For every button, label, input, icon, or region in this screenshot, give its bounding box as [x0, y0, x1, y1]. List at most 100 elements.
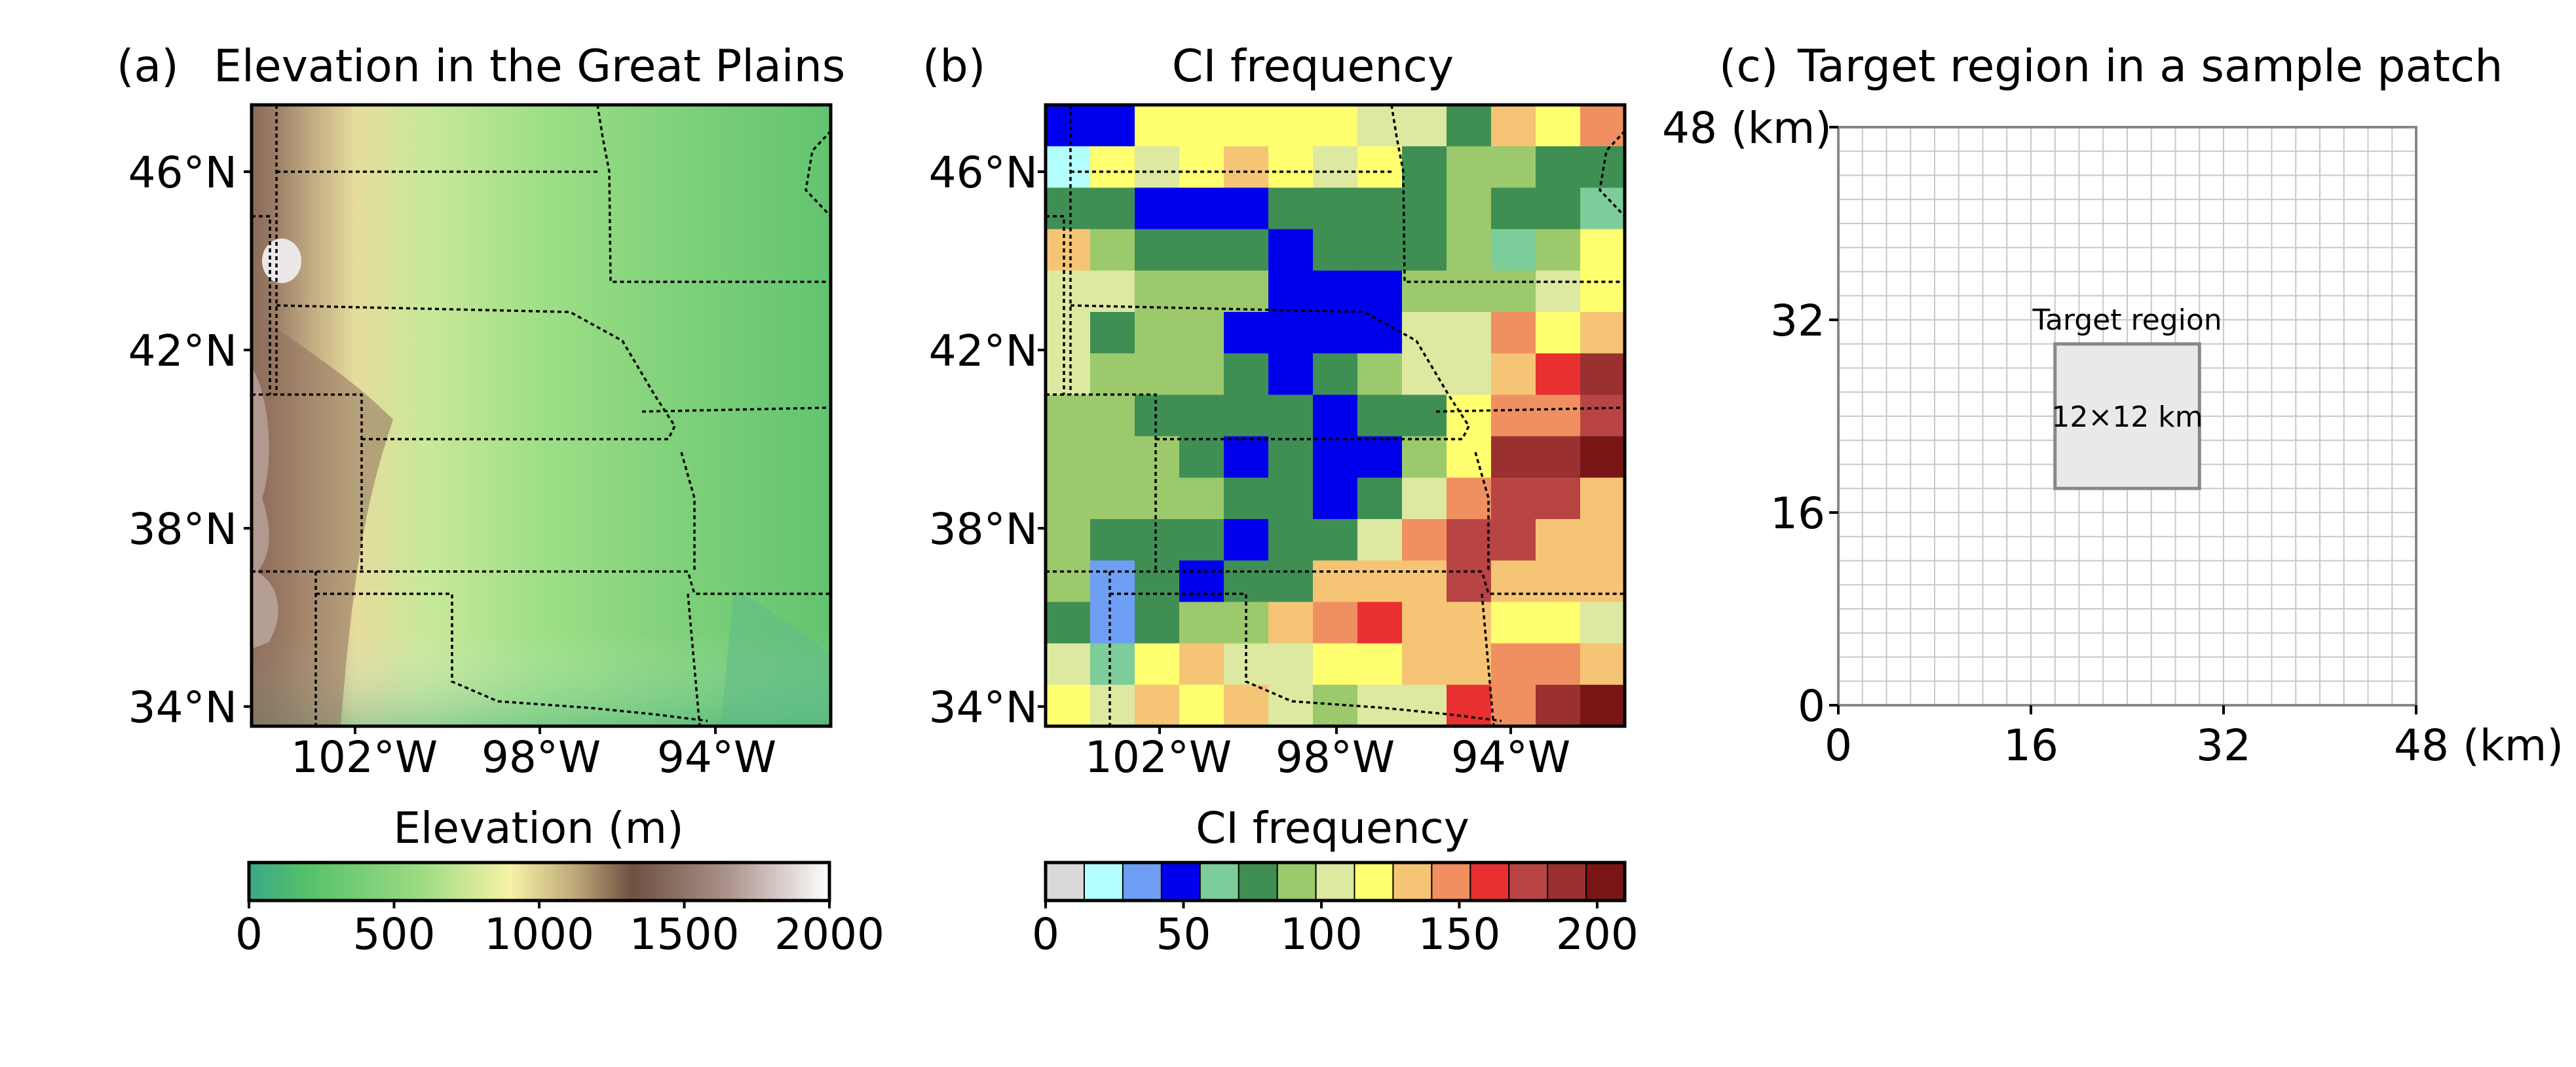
heatmap-cell — [1447, 395, 1492, 437]
heatmap-cell — [1580, 146, 1625, 188]
heatmap-cell — [1179, 643, 1224, 686]
ci-colorbar-tick-label: 100 — [1280, 909, 1363, 960]
heatmap-cell — [1090, 229, 1135, 271]
elevation-colorbar-tick-label: 1500 — [630, 909, 740, 960]
elevation-colorbar-ticks: 0 500 1000 1500 2000 — [235, 901, 884, 960]
heatmap-cell — [1179, 560, 1224, 602]
heatmap-cell — [1357, 519, 1403, 561]
ci-colorbar-segment — [1431, 862, 1471, 901]
heatmap-cell — [1268, 519, 1314, 561]
heatmap-cell — [1268, 643, 1314, 686]
y-tick-label: 0 — [1798, 681, 1825, 731]
target-region-label: Target region — [2032, 303, 2222, 337]
patch-frame — [1837, 126, 2417, 707]
ci-colorbar-title: CI frequency — [1196, 803, 1469, 853]
heatmap-cell — [1090, 146, 1135, 188]
panel-a: (a) Elevation in the Great Plains — [117, 41, 884, 960]
ci-frequency-map — [1046, 105, 1625, 726]
ci-colorbar-segment — [1122, 862, 1163, 901]
heatmap-cell — [1046, 602, 1091, 644]
heatmap-cell — [1313, 187, 1358, 230]
heatmap-cell — [1313, 229, 1358, 271]
heatmap-cell — [1268, 436, 1314, 478]
elevation-colorbar-tick-label: 500 — [353, 909, 436, 960]
heatmap-cell — [1135, 436, 1180, 478]
heatmap-cell — [1268, 146, 1314, 188]
heatmap-cell — [1179, 353, 1224, 395]
heatmap-cell — [1090, 643, 1135, 686]
heatmap-cell — [1491, 684, 1536, 726]
state-borders — [252, 105, 831, 726]
heatmap-cell — [1090, 187, 1135, 230]
ci-colorbar-tick-label: 0 — [1032, 909, 1059, 960]
ci-colorbar-ticks: 0 50 100 150 200 — [1032, 901, 1638, 960]
heatmap-cell — [1179, 477, 1224, 520]
heatmap-cell — [1090, 519, 1135, 561]
heatmap-cell — [1224, 270, 1269, 313]
elevation-colorbar: Elevation (m) 0 500 1000 1500 2000 — [235, 803, 884, 960]
border-b-co-nm — [1046, 393, 1157, 572]
heatmap-cell — [1224, 519, 1269, 561]
heatmap-cell — [1090, 684, 1135, 726]
heatmap-cell — [1402, 146, 1447, 188]
heatmap-cell — [1447, 353, 1492, 395]
ci-colorbar-segment — [1508, 862, 1549, 901]
heatmap-cell — [1046, 270, 1091, 313]
heatmap-cell — [1491, 643, 1536, 686]
heatmap-cell — [1135, 312, 1180, 354]
heatmap-cell — [1491, 105, 1536, 147]
heatmap-cell — [1580, 436, 1625, 478]
elevation-map — [252, 105, 831, 726]
heatmap-cell — [1090, 477, 1135, 520]
heatmap-cell — [1313, 353, 1358, 395]
heatmap-cell — [1491, 312, 1536, 354]
border-b-ks-ne — [1156, 425, 1470, 440]
heatmap-cell — [1313, 602, 1358, 644]
border-ks-ne — [362, 425, 676, 440]
heatmap-cell — [1357, 436, 1403, 478]
heatmap-cell — [1536, 477, 1581, 520]
heatmap-cell — [1536, 684, 1581, 726]
heatmap-cell — [1536, 312, 1581, 354]
heatmap-cell — [1402, 684, 1447, 726]
y-tick-label: 16 — [1770, 488, 1825, 539]
heatmap-cell — [1491, 602, 1536, 644]
panel-b: (b) CI frequency — [922, 41, 1638, 960]
panel-a-lat-axis: 46°N 42°N 38°N 34°N — [128, 147, 252, 733]
heatmap-cell — [1402, 187, 1447, 230]
heatmap-cell — [1536, 560, 1581, 602]
heatmap-cell — [1313, 643, 1358, 686]
ci-colorbar-tick-label: 50 — [1156, 909, 1211, 960]
lon-label-98: 98°W — [482, 732, 601, 783]
heatmap-cell — [1090, 560, 1135, 602]
heatmap-cell — [1402, 436, 1447, 478]
x-tick-label: 16 — [2003, 720, 2058, 771]
lat-label-b-38: 38°N — [929, 504, 1038, 554]
lat-label-34: 34°N — [128, 682, 237, 733]
panel-b-lat-axis: 46°N 42°N 38°N 34°N — [929, 147, 1046, 733]
patch-grid — [1838, 126, 2417, 706]
border-b-mo-ia — [1435, 406, 1625, 413]
ci-colorbar-segment — [1238, 862, 1279, 901]
ci-colorbar-segment — [1315, 862, 1355, 901]
ci-colorbar-segment — [1585, 862, 1626, 901]
heatmap-cell — [1046, 229, 1091, 271]
heatmap-cell — [1357, 353, 1403, 395]
heatmap-cell — [1224, 684, 1269, 726]
ci-colorbar-bar — [1045, 862, 1626, 901]
ci-colorbar-frame — [1044, 861, 1627, 902]
heatmap-cell — [1224, 477, 1269, 520]
heatmap-cell — [1135, 146, 1180, 188]
heatmap-cell — [1491, 560, 1536, 602]
x-tick-label: 32 — [2196, 720, 2251, 771]
heatmap-cell — [1447, 436, 1492, 478]
heatmap-cell — [1402, 519, 1447, 561]
heatmap-cell — [1313, 146, 1358, 188]
heatmap-cell — [1135, 560, 1180, 602]
ci-colorbar-tick-label: 200 — [1556, 909, 1638, 960]
heatmap-cell — [1268, 270, 1314, 313]
y-tick-label: 32 — [1770, 296, 1825, 346]
heatmap-cell — [1268, 602, 1314, 644]
heatmap-cell — [1447, 643, 1492, 686]
